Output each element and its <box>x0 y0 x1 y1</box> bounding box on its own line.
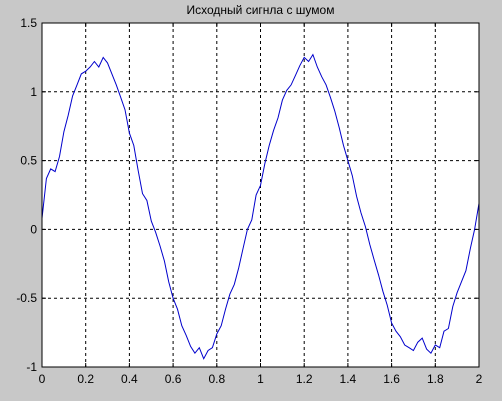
y-tick-label: 1 <box>30 85 37 99</box>
x-tick-label: 1.4 <box>340 372 357 386</box>
x-tick-label: 0 <box>39 372 46 386</box>
signal-line <box>41 53 480 360</box>
y-tick-label: 0.5 <box>20 154 37 168</box>
y-tick-label: 1.5 <box>20 16 37 30</box>
x-tick-label: 0.4 <box>121 372 138 386</box>
y-axis-tick-labels: -1 -0.5 0 0.5 1 1.5 <box>16 16 37 374</box>
y-tick-label: -0.5 <box>16 291 37 305</box>
x-tick-label: 1.6 <box>383 372 400 386</box>
axis-ticks <box>41 22 480 368</box>
x-axis-tick-labels: 0 0.2 0.4 0.6 0.8 1 1.2 1.4 1.6 1.8 2 <box>39 372 483 386</box>
plot-area <box>42 23 479 367</box>
x-tick-label: 0.8 <box>208 372 225 386</box>
chart-title: Исходный сигнла с шумом <box>187 3 335 17</box>
x-tick-label: 1 <box>257 372 264 386</box>
x-tick-label: 2 <box>476 372 483 386</box>
x-tick-label: 1.8 <box>427 372 444 386</box>
y-tick-label: -1 <box>26 360 37 374</box>
x-tick-label: 0.6 <box>165 372 182 386</box>
x-tick-label: 0.2 <box>77 372 94 386</box>
grid <box>42 23 479 367</box>
x-tick-label: 1.2 <box>296 372 313 386</box>
y-tick-label: 0 <box>30 222 37 236</box>
